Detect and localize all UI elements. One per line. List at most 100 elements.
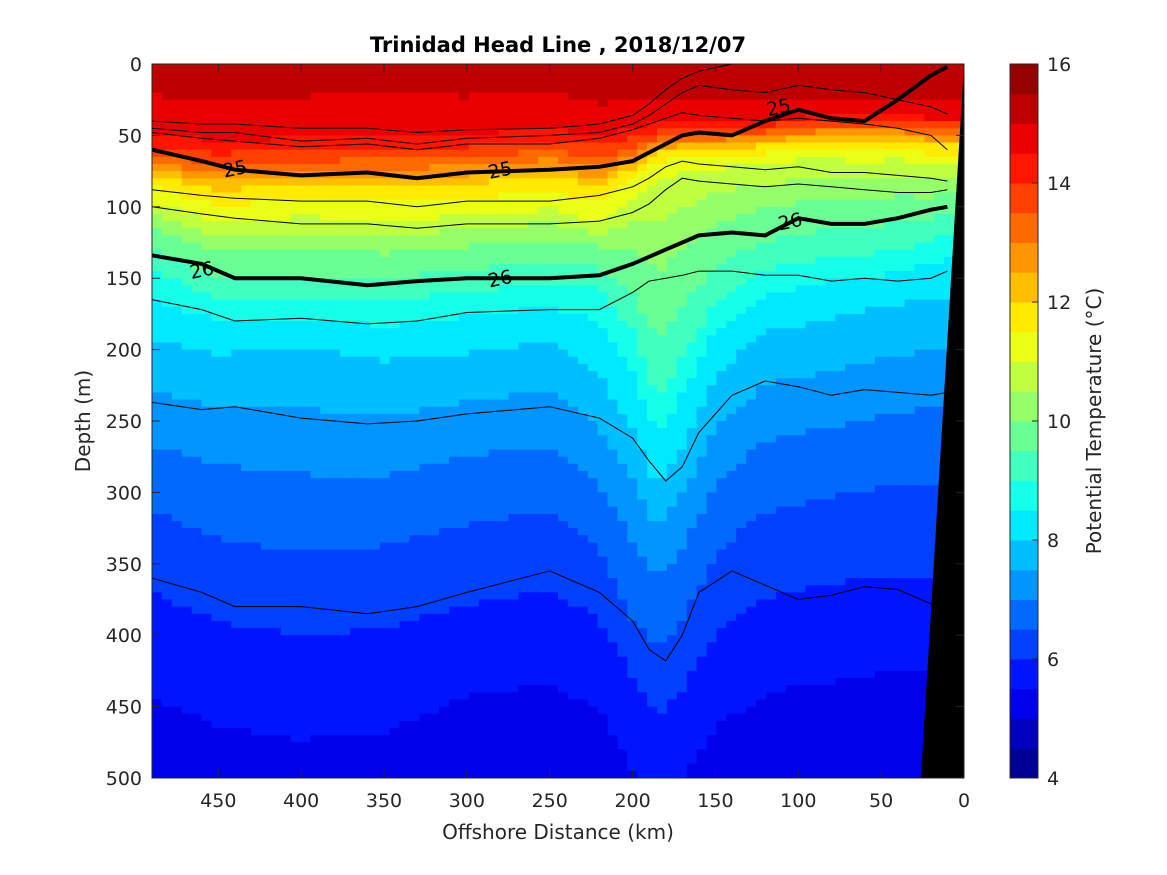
temperature-cell bbox=[389, 228, 401, 236]
temperature-cell bbox=[548, 363, 559, 372]
temperature-cell bbox=[171, 485, 183, 493]
temperature-cell bbox=[548, 613, 559, 622]
temperature-cell bbox=[587, 449, 599, 458]
temperature-cell bbox=[201, 656, 213, 665]
temperature-cell bbox=[449, 271, 460, 279]
temperature-cell bbox=[330, 185, 341, 194]
temperature-cell bbox=[350, 413, 361, 422]
temperature-cell bbox=[310, 742, 321, 751]
temperature-cell bbox=[152, 228, 163, 236]
temperature-cell bbox=[429, 371, 440, 379]
temperature-cell bbox=[251, 285, 262, 294]
temperature-cell bbox=[498, 428, 510, 436]
temperature-cell bbox=[270, 306, 282, 315]
temperature-cell bbox=[597, 528, 609, 536]
temperature-cell bbox=[241, 349, 252, 358]
temperature-cell bbox=[389, 528, 401, 536]
temperature-cell bbox=[558, 392, 569, 401]
temperature-cell bbox=[439, 499, 450, 508]
temperature-cell bbox=[617, 356, 628, 365]
temperature-cell bbox=[538, 742, 549, 751]
temperature-cell bbox=[231, 528, 242, 536]
temperature-cell bbox=[241, 570, 252, 579]
temperature-cell bbox=[300, 206, 312, 215]
temperature-cell bbox=[211, 78, 222, 87]
temperature-cell bbox=[587, 371, 599, 379]
temperature-cell bbox=[201, 363, 213, 372]
temperature-cell bbox=[419, 228, 430, 236]
temperature-cell bbox=[280, 64, 292, 72]
temperature-cell bbox=[518, 763, 529, 772]
temperature-cell bbox=[498, 735, 510, 743]
temperature-cell bbox=[518, 385, 529, 394]
temperature-cell bbox=[251, 349, 262, 358]
temperature-cell bbox=[270, 363, 282, 372]
temperature-cell bbox=[201, 221, 213, 229]
temperature-cell bbox=[171, 171, 183, 179]
temperature-cell bbox=[171, 642, 183, 651]
temperature-cell bbox=[607, 163, 619, 172]
temperature-cell bbox=[577, 699, 589, 708]
temperature-cell bbox=[449, 399, 460, 408]
temperature-cell bbox=[320, 613, 331, 622]
temperature-cell bbox=[330, 356, 341, 365]
temperature-cell bbox=[538, 206, 549, 215]
temperature-cell bbox=[152, 656, 163, 665]
temperature-cell bbox=[419, 71, 430, 79]
temperature-cell bbox=[241, 199, 252, 208]
temperature-cell bbox=[488, 678, 500, 686]
temperature-cell bbox=[587, 520, 599, 529]
temperature-cell bbox=[597, 513, 609, 522]
temperature-cell bbox=[241, 228, 252, 236]
temperature-cell bbox=[201, 64, 213, 72]
temperature-cell bbox=[379, 770, 391, 778]
temperature-cell bbox=[379, 528, 391, 536]
temperature-cell bbox=[231, 713, 242, 722]
temperature-cell bbox=[251, 635, 262, 643]
temperature-cell bbox=[320, 149, 331, 158]
temperature-cell bbox=[627, 613, 638, 622]
temperature-cell bbox=[320, 371, 331, 379]
temperature-cell bbox=[171, 506, 183, 515]
temperature-cell bbox=[498, 78, 510, 87]
temperature-cell bbox=[478, 692, 490, 701]
temperature-cell bbox=[152, 163, 163, 172]
temperature-cell bbox=[508, 706, 519, 715]
temperature-cell bbox=[498, 728, 510, 736]
temperature-cell bbox=[607, 620, 619, 629]
temperature-cell bbox=[191, 242, 203, 251]
temperature-cell bbox=[330, 699, 341, 708]
temperature-cell bbox=[518, 599, 529, 608]
temperature-cell bbox=[181, 192, 193, 201]
temperature-cell bbox=[270, 470, 282, 479]
temperature-cell bbox=[152, 413, 163, 422]
temperature-cell bbox=[369, 556, 381, 565]
temperature-cell bbox=[617, 278, 628, 286]
temperature-cell bbox=[508, 606, 519, 615]
temperature-cell bbox=[488, 99, 500, 108]
temperature-cell bbox=[538, 713, 549, 722]
temperature-cell bbox=[251, 492, 262, 501]
temperature-cell bbox=[488, 656, 500, 665]
temperature-cell bbox=[399, 456, 411, 465]
temperature-cell bbox=[320, 585, 331, 593]
temperature-cell bbox=[171, 706, 183, 715]
temperature-cell bbox=[340, 592, 351, 601]
temperature-cell bbox=[518, 185, 529, 194]
temperature-cell bbox=[251, 335, 262, 344]
temperature-cell bbox=[270, 478, 282, 486]
temperature-cell bbox=[270, 563, 282, 572]
temperature-cell bbox=[508, 71, 519, 79]
temperature-cell bbox=[439, 399, 450, 408]
temperature-cell bbox=[260, 549, 272, 558]
temperature-cell bbox=[528, 142, 539, 151]
temperature-cell bbox=[310, 156, 321, 165]
temperature-cell bbox=[587, 463, 599, 472]
temperature-cell bbox=[597, 570, 609, 579]
temperature-cell bbox=[201, 285, 213, 294]
temperature-cell bbox=[340, 742, 351, 751]
temperature-cell bbox=[300, 328, 312, 336]
temperature-cell bbox=[399, 463, 411, 472]
temperature-cell bbox=[577, 728, 589, 736]
temperature-cell bbox=[221, 620, 232, 629]
